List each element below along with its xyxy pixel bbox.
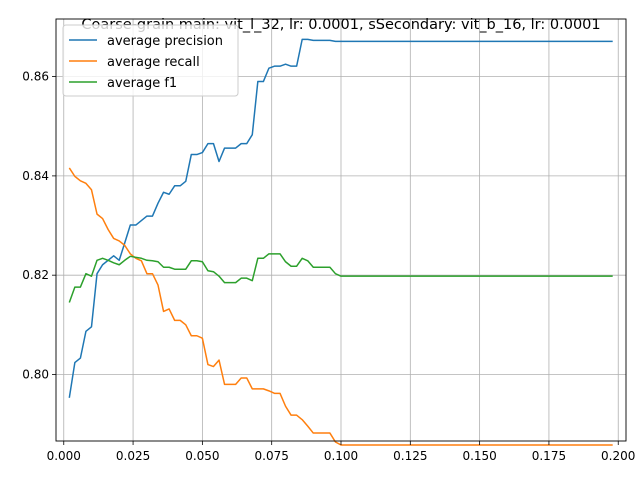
y-tick-label: 0.86 xyxy=(22,70,49,84)
series-layer xyxy=(68,38,613,446)
series-line-average-precision xyxy=(68,38,613,398)
x-tick-label: 0.125 xyxy=(393,449,427,463)
y-tick-label: 0.82 xyxy=(22,268,49,282)
x-tick-label: 0.150 xyxy=(462,449,496,463)
legend: average precision average recall average f… xyxy=(62,24,239,97)
x-tick-label: 0.200 xyxy=(601,449,635,463)
x-tick-label: 0.050 xyxy=(185,449,219,463)
x-tick-label: 0.175 xyxy=(532,449,566,463)
y-tick-label: 0.80 xyxy=(22,367,49,381)
series-line-average-recall xyxy=(68,167,613,446)
x-tick-label: 0.100 xyxy=(324,449,358,463)
legend-label: average precision xyxy=(107,34,223,49)
y-axis: 0.80 0.82 0.84 0.86 xyxy=(22,70,56,381)
x-tick-label: 0.025 xyxy=(116,449,150,463)
x-tick-label: 0.000 xyxy=(47,449,81,463)
legend-label: average f1 xyxy=(107,76,177,91)
x-axis: 0.000 0.025 0.050 0.075 0.100 0.125 0.150 0.175… xyxy=(47,441,635,463)
legend-box xyxy=(62,24,239,97)
legend-label: average recall xyxy=(107,55,200,70)
series-line-average-f1 xyxy=(68,253,613,303)
y-tick-label: 0.84 xyxy=(22,169,49,183)
x-tick-label: 0.075 xyxy=(255,449,289,463)
